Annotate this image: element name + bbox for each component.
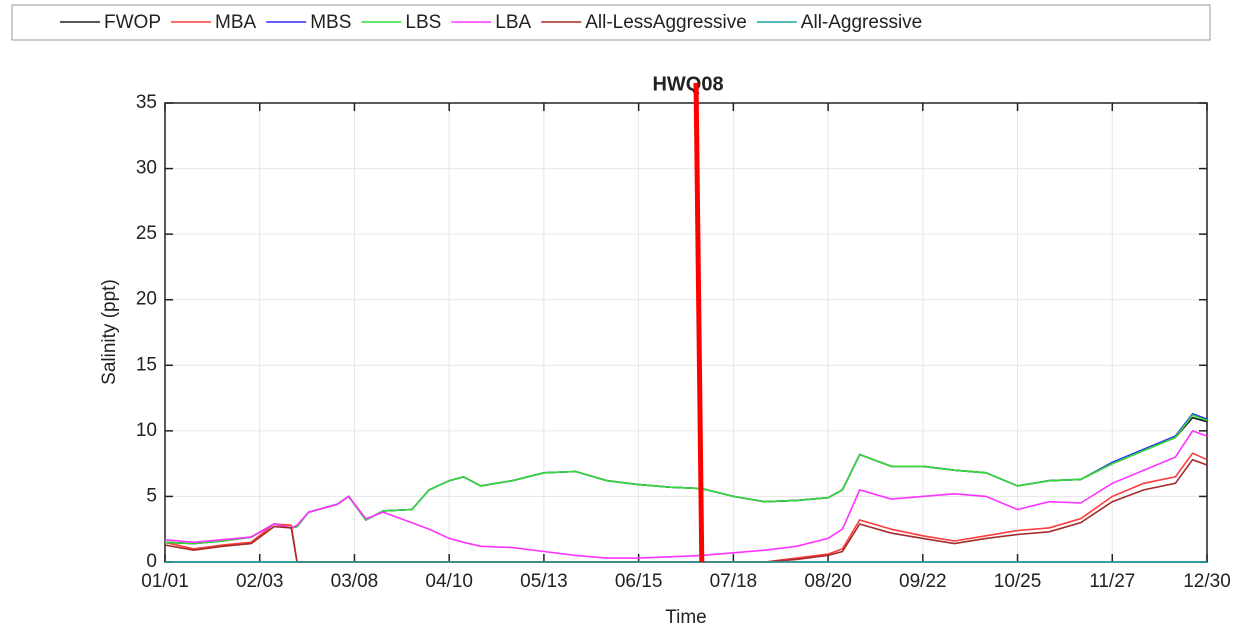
y-tick-label: 30 (136, 158, 157, 179)
x-tick-label: 11/27 (1089, 571, 1135, 592)
y-tick-label: 20 (136, 289, 157, 310)
legend-label: LBA (495, 12, 531, 33)
x-tick-label: 10/25 (994, 571, 1042, 592)
series-line (164, 414, 1208, 545)
legend-label: All-Aggressive (801, 12, 922, 33)
x-axis-label: Time (665, 607, 707, 628)
y-tick-label: 35 (136, 92, 157, 113)
x-tick-label: 12/30 (1183, 571, 1231, 592)
x-tick-label: 09/22 (899, 571, 947, 592)
legend-label: LBS (405, 12, 441, 33)
legend-label: FWOP (104, 12, 161, 33)
chart-title: HWQ08 (652, 73, 723, 95)
marker-line (693, 82, 705, 563)
plot-frame (164, 102, 1208, 563)
y-tick-label: 0 (146, 551, 157, 572)
y-tick-label: 5 (146, 485, 157, 506)
series-line (164, 412, 1208, 545)
legend-label: MBS (310, 12, 351, 33)
legend-label: MBA (215, 12, 257, 33)
series-line (164, 452, 1208, 563)
y-tick-label: 15 (136, 354, 157, 375)
x-tick-label: 05/13 (520, 571, 568, 592)
y-tick-label: 10 (136, 420, 157, 441)
x-tick-label: 02/03 (236, 571, 284, 592)
legend-label: All-LessAggressive (585, 12, 747, 33)
y-axis-label: Salinity (ppt) (99, 279, 120, 385)
x-tick-label: 08/20 (804, 571, 852, 592)
x-tick-label: 06/15 (615, 571, 663, 592)
x-tick-label: 04/10 (425, 571, 473, 592)
x-tick-label: 01/01 (141, 571, 189, 592)
series-line (164, 458, 1208, 563)
x-tick-label: 03/08 (331, 571, 379, 592)
x-tick-label: 07/18 (710, 571, 758, 592)
y-tick-label: 25 (136, 223, 157, 244)
series-line (164, 429, 1208, 559)
legend-box (11, 4, 1211, 41)
